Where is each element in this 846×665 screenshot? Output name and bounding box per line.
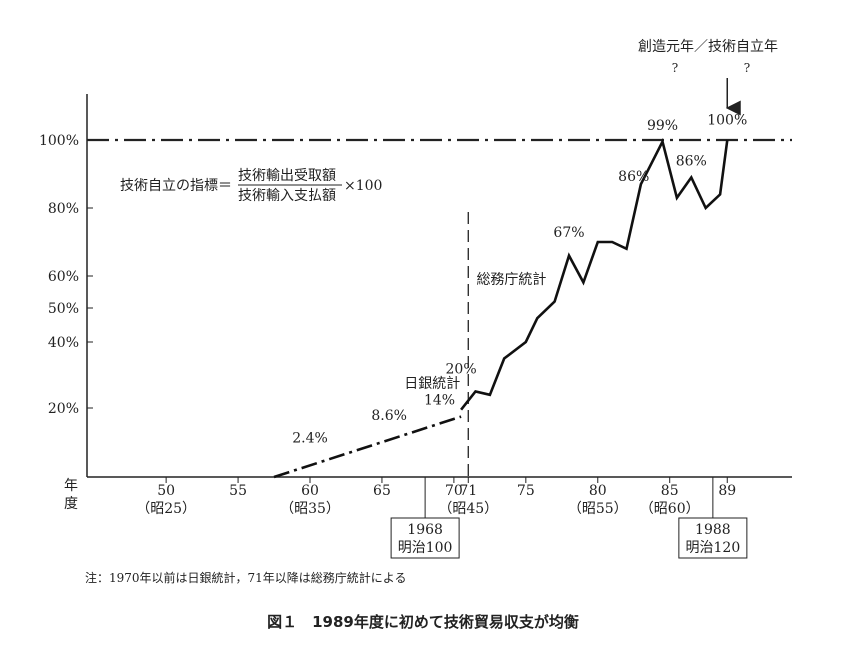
callout-year: 1968 bbox=[407, 522, 443, 538]
data-label: 8.6% bbox=[371, 408, 407, 424]
x-tick-label: 70 bbox=[445, 483, 463, 499]
top-annotation-text: 創造元年／技術自立年 bbox=[638, 39, 778, 55]
data-label: 86% bbox=[676, 154, 707, 170]
callout-meiji: 明治120 bbox=[686, 540, 741, 556]
x-axis-label-2: 度 bbox=[64, 496, 78, 512]
x-tick-era-label: （昭55） bbox=[568, 501, 628, 517]
callout-meiji: 明治100 bbox=[398, 540, 453, 556]
series-name-label: 総務庁統計 bbox=[476, 272, 546, 288]
data-label: 86% bbox=[618, 169, 649, 185]
x-tick-label: 85 bbox=[661, 483, 679, 499]
chart-note: 注：1970年以前は日銀統計，71年以降は総務庁統計による bbox=[85, 570, 406, 585]
y-tick-label: 80% bbox=[48, 201, 79, 217]
x-tick-label: 80 bbox=[589, 483, 607, 499]
x-tick-label: 65 bbox=[373, 483, 391, 499]
x-tick-label: 89 bbox=[718, 483, 736, 499]
x-axis-label-1: 年 bbox=[64, 478, 78, 494]
formula-denominator: 技術輸入支払額 bbox=[238, 188, 336, 204]
x-tick-era-label: （昭35） bbox=[280, 501, 340, 517]
series-group bbox=[273, 138, 729, 479]
x-tick-era-label: （昭45） bbox=[438, 501, 498, 517]
callout-box bbox=[390, 517, 460, 559]
callout-year: 1988 bbox=[695, 522, 731, 538]
x-tick-era-label: （昭25） bbox=[136, 501, 196, 517]
reference-line bbox=[87, 138, 792, 477]
x-tick-label: 71 bbox=[459, 483, 477, 499]
x-tick-label: 60 bbox=[301, 483, 319, 499]
labels-group: 2.4% 8.6% 14% 20% 67% 86% 99% 86% 100% 日銀統計 総務庁統計 bbox=[292, 113, 747, 447]
callout-box bbox=[678, 517, 748, 559]
formula-times: ×100 bbox=[344, 178, 382, 194]
top-annotation-question-2: ? bbox=[744, 61, 750, 75]
series-name-label: 日銀統計 bbox=[404, 376, 460, 392]
x-tick-label: 75 bbox=[517, 483, 535, 499]
y-tick-label: 50% bbox=[48, 301, 79, 317]
series-line bbox=[460, 138, 729, 411]
formula-numerator: 技術輸出受取額 bbox=[238, 168, 336, 184]
data-label: 67% bbox=[553, 225, 584, 241]
data-label: 2.4% bbox=[292, 431, 328, 447]
formula-lhs: 技術自立の指標＝ bbox=[120, 178, 232, 194]
data-label: 100% bbox=[707, 113, 747, 129]
chart-caption: 図１ 1989年度に初めて技術貿易収支が均衡 bbox=[267, 613, 579, 631]
data-label: 20% bbox=[446, 361, 477, 377]
x-tick-label: 55 bbox=[229, 483, 247, 499]
top-annotation-question-1: ? bbox=[672, 61, 678, 75]
x-tick-label: 50 bbox=[157, 483, 175, 499]
axes: 20%40%50%60%80%100%50（昭25）55 60（昭35）65 707… bbox=[39, 94, 792, 517]
data-label: 99% bbox=[647, 118, 678, 134]
series-line bbox=[273, 415, 462, 479]
y-tick-label: 40% bbox=[48, 335, 79, 351]
y-tick-label: 20% bbox=[48, 401, 79, 417]
y-tick-label: 100% bbox=[39, 133, 79, 149]
data-label: 14% bbox=[424, 393, 455, 409]
x-tick-era-label: （昭60） bbox=[640, 501, 700, 517]
y-tick-label: 60% bbox=[48, 269, 79, 285]
